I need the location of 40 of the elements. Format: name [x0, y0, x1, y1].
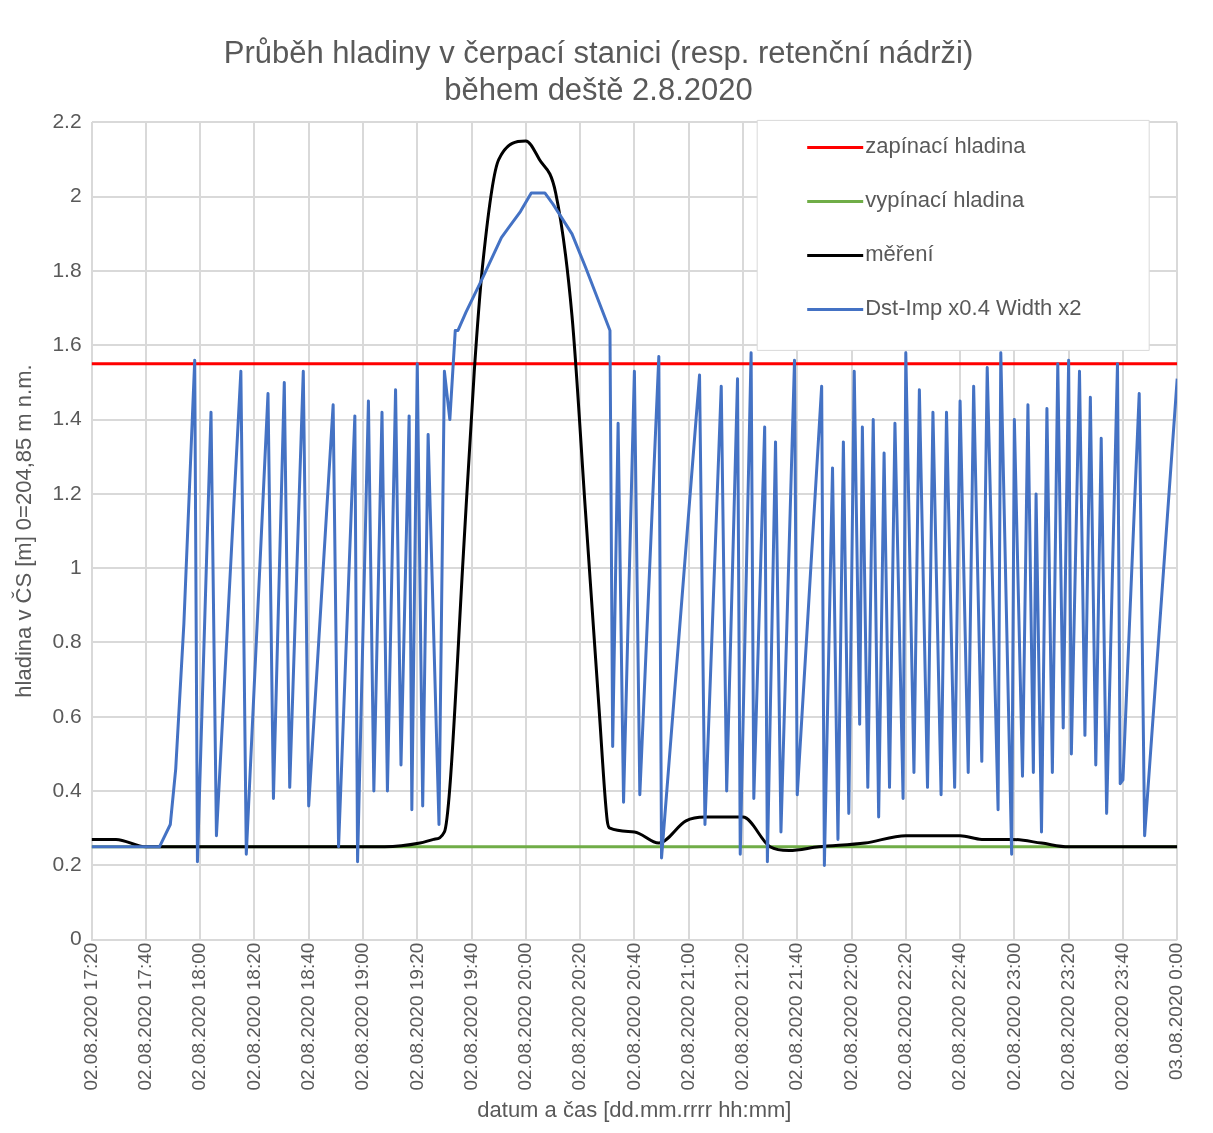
x-tick-label: 02.08.2020 23:20	[1056, 942, 1078, 1091]
x-tick-label: 02.08.2020 21:20	[731, 942, 753, 1091]
x-tick-label: 02.08.2020 17:40	[134, 942, 156, 1091]
legend-label: měření	[865, 241, 934, 267]
x-tick-label: 02.08.2020 21:40	[785, 942, 807, 1091]
legend-label: Dst-Imp x0.4 Width x2	[865, 295, 1082, 321]
x-tick-label: 02.08.2020 19:20	[405, 942, 427, 1091]
x-axis-title: datum a čas [dd.mm.rrrr hh:mm]	[477, 1096, 792, 1122]
x-tick-label: 02.08.2020 18:20	[242, 942, 264, 1091]
y-tick-label: 1.8	[52, 257, 82, 281]
x-tick-label: 02.08.2020 21:00	[676, 942, 698, 1091]
y-tick-label: 1	[69, 554, 82, 578]
x-tick-label: 02.08.2020 20:20	[568, 942, 590, 1091]
y-tick-label: 0.4	[52, 777, 82, 801]
y-tick-label: 0.2	[52, 852, 82, 876]
x-tick-label: 02.08.2020 22:20	[894, 942, 916, 1091]
x-tick-label: 02.08.2020 18:00	[188, 942, 210, 1091]
x-tick-label: 02.08.2020 19:00	[351, 942, 373, 1091]
legend-label: vypínací hladina	[865, 187, 1025, 213]
y-tick-label: 0.8	[52, 629, 82, 653]
legend-label: zapínací hladina	[865, 133, 1027, 159]
x-tick-label: 02.08.2020 18:40	[296, 942, 318, 1091]
y-tick-label: 1.2	[52, 480, 82, 504]
chart-title: Průběh hladiny v čerpací stanici (resp. retenční nádrži) během deště 2.8.2020	[223, 35, 974, 108]
y-tick-label: 1.6	[52, 332, 82, 356]
y-tick-label: 0.6	[52, 703, 82, 727]
y-tick-label: 1.4	[52, 406, 82, 430]
y-tick-label: 2.2	[52, 109, 82, 133]
x-tick-label: 02.08.2020 17:20	[79, 942, 101, 1091]
y-tick-label: 0	[69, 926, 82, 950]
y-tick-label: 2	[69, 183, 82, 207]
x-tick-label: 02.08.2020 20:00	[514, 942, 536, 1091]
x-tick-label: 03.08.2020 0:00	[1165, 942, 1187, 1081]
x-tick-label: 02.08.2020 22:00	[839, 942, 861, 1091]
x-tick-label: 02.08.2020 23:00	[1002, 942, 1024, 1091]
x-tick-label: 02.08.2020 20:40	[622, 942, 644, 1091]
y-axis-title: hladina v ČS [m] 0=204,85 m n.m.	[11, 364, 37, 698]
x-tick-label: 02.08.2020 23:40	[1111, 942, 1133, 1091]
x-tick-label: 02.08.2020 22:40	[948, 942, 970, 1091]
x-tick-label: 02.08.2020 19:40	[459, 942, 481, 1091]
